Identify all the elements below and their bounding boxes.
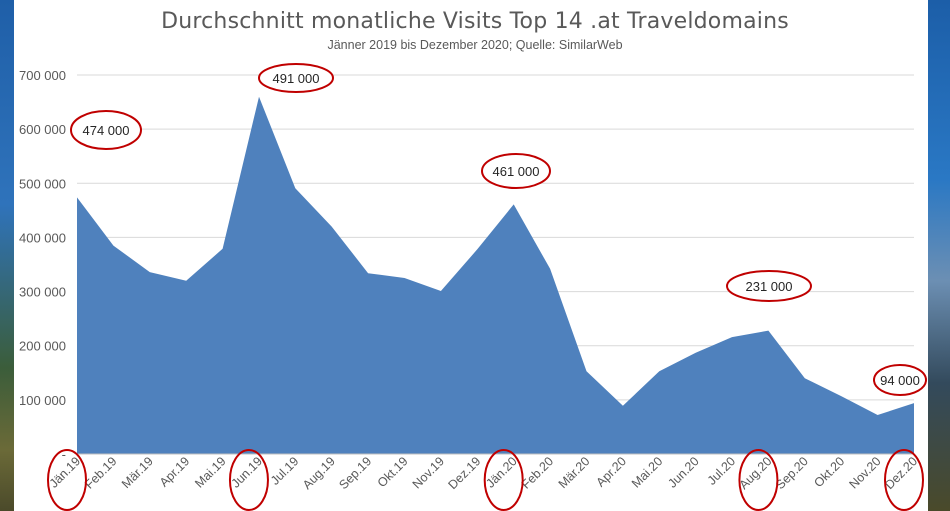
x-tick-label: Dez.19: [446, 454, 484, 492]
x-tick-label: Okt.20: [811, 454, 847, 490]
x-tick-label: Jul.19: [268, 454, 302, 488]
x-tick-label: Aug.20: [737, 454, 775, 492]
annotation-label: 231 000: [746, 279, 793, 294]
x-label-highlight-circle: [47, 449, 87, 511]
x-label-highlight-circle: [228, 449, 269, 511]
x-tick-label: Mai.19: [192, 454, 228, 490]
x-tick-label: Aug.19: [300, 454, 338, 492]
annotation-label: 94 000: [880, 373, 920, 388]
annotation-label: 474 000: [83, 123, 130, 138]
x-tick-label: Jul.20: [705, 454, 739, 488]
area-series: [77, 96, 914, 454]
y-tick-label: 200 000: [19, 339, 66, 354]
annotation-label: 491 000: [273, 71, 320, 86]
annotation-circle: [481, 153, 551, 189]
y-tick-label: -: [62, 447, 66, 462]
background-photo-right: [928, 0, 950, 511]
chart-subtitle: Jänner 2019 bis Dezember 2020; Quelle: S…: [327, 38, 623, 52]
chart-title: Durchschnitt monatliche Visits Top 14 .a…: [161, 9, 789, 34]
x-tick-label: Mär.19: [119, 454, 156, 491]
y-tick-label: 700 000: [19, 68, 66, 83]
x-tick-label: Jun.20: [665, 454, 701, 490]
x-tick-label: Dez.20: [882, 454, 920, 492]
annotation-label: 461 000: [493, 164, 540, 179]
y-tick-label: 100 000: [19, 393, 66, 408]
x-tick-label: Apr.19: [157, 454, 192, 489]
y-tick-label: 300 000: [19, 285, 66, 300]
y-tick-label: 500 000: [19, 176, 66, 191]
annotation-circle: [258, 63, 334, 93]
x-tick-label: Apr.20: [594, 454, 629, 489]
x-tick-label: Feb.20: [519, 454, 556, 491]
y-tick-label: 400 000: [19, 230, 66, 245]
x-tick-label: Sep.20: [773, 454, 811, 492]
x-tick-label: Sep.19: [336, 454, 374, 492]
annotation-circle: [726, 270, 812, 302]
annotation-circle: [873, 364, 927, 396]
x-tick-label: Mär.20: [556, 454, 593, 491]
background-photo-left: [0, 0, 14, 511]
x-tick-label: Nov.19: [410, 454, 447, 491]
x-tick-label: Mai.20: [629, 454, 665, 490]
x-tick-label: Okt.19: [375, 454, 411, 490]
x-tick-label: Nov.20: [846, 454, 883, 491]
x-label-highlight-circle: [483, 449, 524, 511]
x-label-highlight-circle: [884, 449, 924, 511]
x-tick-label: Feb.19: [82, 454, 119, 491]
y-tick-label: 600 000: [19, 122, 66, 137]
x-label-highlight-circle: [738, 449, 779, 511]
annotation-circle: [70, 110, 142, 150]
